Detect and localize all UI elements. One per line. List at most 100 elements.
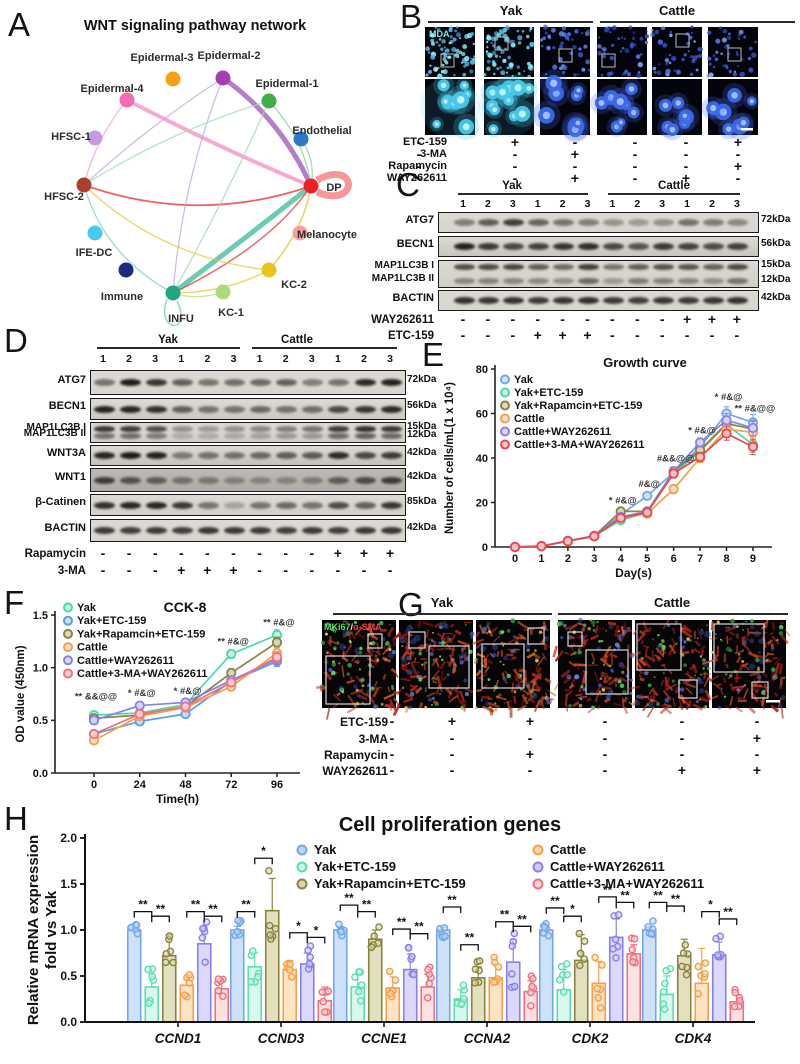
panel-letter-f: F <box>4 584 25 621</box>
treatment-sign: + <box>732 311 741 327</box>
data-point <box>544 931 553 940</box>
fluorescence-image <box>627 619 717 718</box>
treatment-sign: + <box>333 545 342 561</box>
data-point <box>425 979 434 988</box>
western-blot-strip <box>438 260 759 288</box>
data-point <box>320 1008 329 1016</box>
data-point <box>249 947 257 956</box>
network-node-label: INFU <box>168 313 194 325</box>
western-blot-strip <box>90 370 406 395</box>
blot-band <box>602 297 624 304</box>
blot-band <box>224 476 245 484</box>
blot-band <box>93 527 115 534</box>
treatment-sign: - <box>416 158 422 174</box>
blot-band <box>224 405 245 413</box>
svg-text:4: 4 <box>618 553 625 565</box>
data-point <box>226 648 237 660</box>
blot-band <box>276 426 298 432</box>
data-point <box>611 935 620 944</box>
blot-band <box>702 219 724 226</box>
data-point <box>319 997 327 1006</box>
bar <box>694 982 710 1023</box>
svg-text:Growth curve: Growth curve <box>603 355 687 370</box>
lane-number: 3 <box>584 198 591 210</box>
data-point <box>593 984 602 993</box>
data-point <box>662 966 670 975</box>
svg-text:Number of cells/mL(1 x 10⁴): Number of cells/mL(1 x 10⁴) <box>444 382 456 534</box>
panel-letter-a: A <box>8 6 31 43</box>
blot-band <box>453 278 475 284</box>
inset-marker-box <box>636 623 682 671</box>
treatment-sign: + <box>707 311 717 327</box>
blot-band <box>224 426 245 432</box>
treatment-sign: - <box>460 311 466 327</box>
data-point <box>385 967 394 976</box>
blot-band <box>250 452 272 459</box>
blot-band <box>727 264 749 270</box>
blot-band <box>528 278 550 284</box>
treatment-sign: - <box>560 311 565 327</box>
svg-text:Day(s): Day(s) <box>615 566 652 580</box>
blot-band <box>503 243 525 250</box>
treatment-sign: - <box>679 713 685 729</box>
legend-label: Cattle+WAY262611 <box>514 426 611 438</box>
blot-band <box>528 264 550 270</box>
blot-band <box>328 476 350 484</box>
lane-number: 3 <box>308 353 315 365</box>
significance-stars: ** <box>208 902 218 916</box>
blot-band <box>727 297 749 304</box>
significance-stars: ** <box>241 898 251 912</box>
data-point <box>529 974 537 983</box>
network-node <box>261 93 277 109</box>
treatment-sign: + <box>752 730 762 746</box>
treatment-label: WAY262611 <box>371 314 434 326</box>
treatment-sign: - <box>632 146 638 162</box>
treatment-sign: - <box>178 545 184 561</box>
significance-stars: ** <box>550 894 560 908</box>
data-point <box>144 965 152 974</box>
blot-band <box>354 452 376 459</box>
blot-band <box>302 501 324 509</box>
blot-band <box>503 297 525 304</box>
panel-letter-b: B <box>400 0 423 35</box>
lane-number: 1 <box>100 353 106 365</box>
kda-label: 42kDa <box>407 521 437 533</box>
blot-band <box>171 501 193 509</box>
treatment-sign: - <box>257 545 262 561</box>
blot-band <box>302 433 324 439</box>
western-blot-strip <box>90 422 406 443</box>
treatment-sign: + <box>229 562 238 578</box>
svg-text:72: 72 <box>225 779 237 791</box>
data-point <box>628 945 637 954</box>
network-edge <box>83 77 224 186</box>
svg-text:0.0: 0.0 <box>33 768 48 780</box>
blot-band <box>503 219 525 226</box>
blot-band <box>354 527 376 534</box>
panel-letter-d: D <box>4 322 28 359</box>
treatment-sign: - <box>152 562 158 578</box>
fluorescence-image <box>392 620 475 717</box>
inset-marker-box <box>678 679 698 699</box>
svg-text:0: 0 <box>512 553 518 565</box>
treatment-sign: - <box>283 562 289 578</box>
blot-band <box>276 379 298 386</box>
significance-stars: ** <box>465 931 475 945</box>
inset-marker-box <box>408 631 426 649</box>
lane-number: 1 <box>178 353 185 365</box>
blot-band <box>380 452 402 459</box>
svg-text:60: 60 <box>476 408 488 420</box>
blot-band <box>302 426 324 432</box>
inset-marker-box <box>558 48 573 63</box>
data-point <box>88 728 100 740</box>
blot-band <box>93 476 115 484</box>
data-point <box>318 988 327 996</box>
blot-band <box>171 426 193 432</box>
blot-band <box>380 501 402 509</box>
legend-marker <box>500 426 510 437</box>
data-point <box>644 923 652 931</box>
data-point <box>679 949 688 957</box>
blot-band <box>93 379 115 386</box>
western-blot-strip <box>438 212 759 233</box>
significance-bracket <box>203 915 223 923</box>
treatment-sign: - <box>361 562 367 578</box>
